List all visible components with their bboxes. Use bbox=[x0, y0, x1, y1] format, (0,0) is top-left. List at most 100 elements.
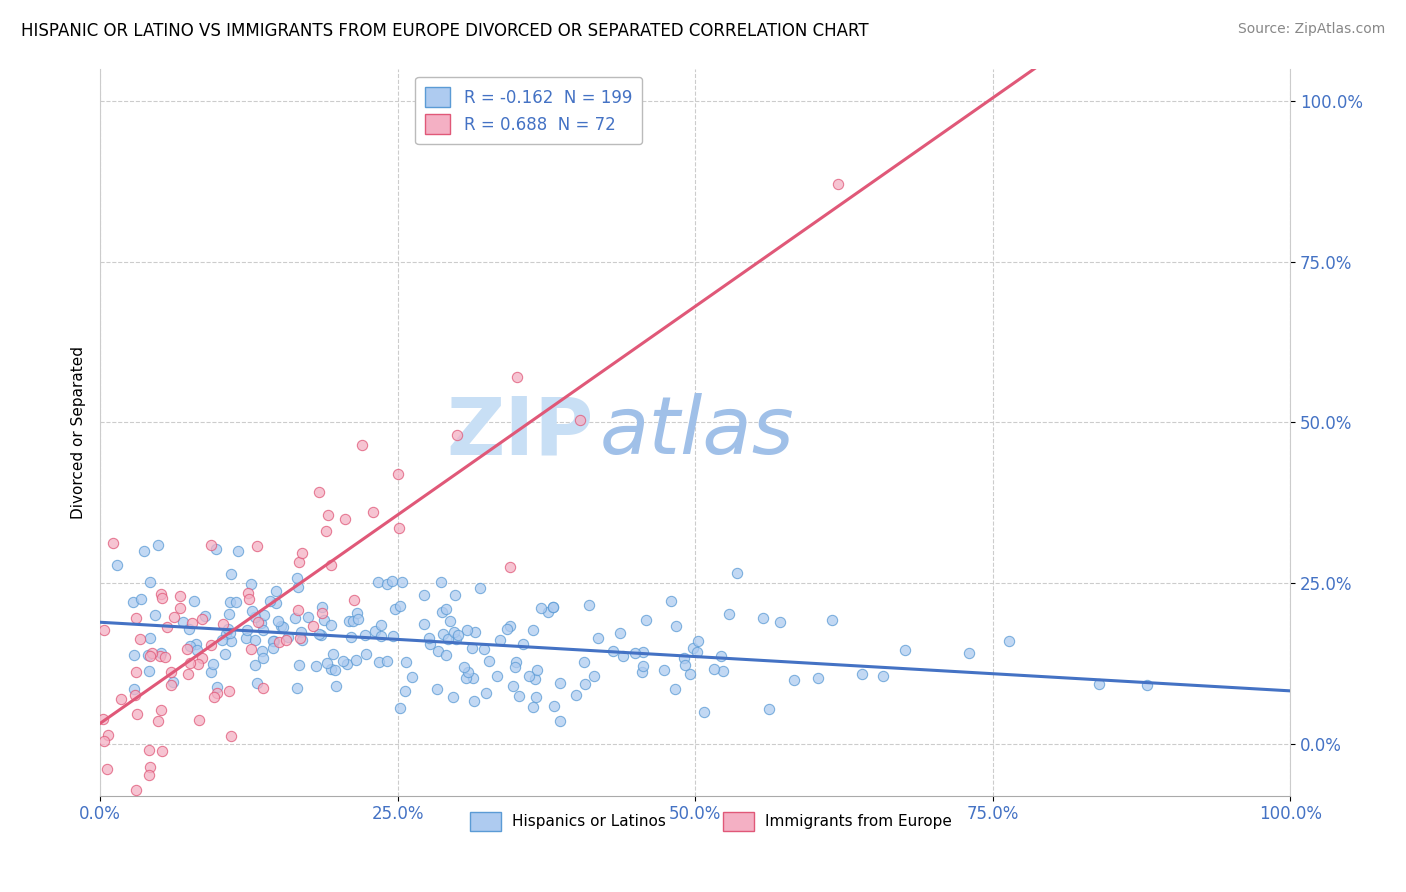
Point bbox=[287, 681, 309, 695]
Point bbox=[446, 428, 468, 442]
Point bbox=[225, 595, 247, 609]
Point bbox=[285, 571, 308, 585]
Point bbox=[97, 728, 120, 742]
Point bbox=[219, 729, 242, 743]
Point bbox=[219, 633, 242, 648]
Point bbox=[308, 484, 330, 499]
Point bbox=[441, 690, 464, 704]
Point bbox=[96, 762, 118, 776]
Point bbox=[782, 673, 804, 688]
Point bbox=[463, 693, 485, 707]
Point bbox=[519, 669, 541, 683]
Point bbox=[384, 602, 406, 616]
Point bbox=[631, 645, 654, 659]
Point bbox=[103, 536, 125, 550]
Point bbox=[391, 574, 413, 589]
Point bbox=[496, 622, 519, 636]
Point bbox=[264, 597, 287, 611]
Point bbox=[172, 615, 194, 630]
Point bbox=[673, 658, 696, 673]
Point bbox=[333, 512, 356, 526]
Point bbox=[274, 632, 297, 647]
Point bbox=[389, 599, 412, 613]
Point bbox=[122, 595, 145, 609]
Point bbox=[478, 654, 501, 668]
Point bbox=[287, 603, 309, 617]
Point bbox=[354, 647, 377, 661]
Point bbox=[138, 743, 160, 757]
Point bbox=[218, 607, 240, 621]
Point bbox=[316, 508, 339, 523]
Text: HISPANIC OR LATINO VS IMMIGRANTS FROM EUROPE DIVORCED OR SEPARATED CORRELATION C: HISPANIC OR LATINO VS IMMIGRANTS FROM EU… bbox=[21, 22, 869, 40]
Point bbox=[752, 611, 775, 625]
Point bbox=[418, 631, 440, 645]
Point bbox=[243, 657, 266, 672]
Point bbox=[758, 701, 780, 715]
Point bbox=[277, 630, 299, 644]
Point bbox=[187, 713, 209, 727]
Point bbox=[239, 577, 262, 591]
Point bbox=[217, 622, 239, 636]
Point bbox=[247, 615, 270, 629]
Point bbox=[287, 580, 309, 594]
Point bbox=[624, 646, 647, 660]
Point bbox=[664, 682, 686, 697]
Point bbox=[187, 657, 209, 671]
Point bbox=[464, 624, 486, 639]
Point bbox=[1136, 678, 1159, 692]
Point bbox=[129, 632, 152, 646]
Point bbox=[321, 662, 343, 676]
Point bbox=[177, 667, 200, 681]
Point bbox=[159, 665, 181, 680]
Point bbox=[444, 632, 467, 646]
Point bbox=[243, 633, 266, 648]
Point bbox=[443, 588, 465, 602]
Point bbox=[288, 658, 311, 673]
Point bbox=[136, 648, 159, 662]
Point bbox=[183, 594, 205, 608]
Point bbox=[194, 609, 217, 624]
Point bbox=[413, 588, 436, 602]
Point bbox=[291, 546, 314, 560]
Point bbox=[205, 686, 228, 700]
Point bbox=[250, 643, 273, 657]
Point bbox=[263, 634, 285, 648]
Point bbox=[204, 541, 226, 556]
Point bbox=[443, 624, 465, 639]
Point bbox=[574, 655, 596, 669]
Point bbox=[252, 624, 274, 638]
Point bbox=[543, 599, 565, 614]
Point bbox=[489, 632, 512, 647]
Point bbox=[602, 644, 624, 658]
Point bbox=[156, 620, 179, 634]
Point bbox=[262, 634, 284, 648]
Point bbox=[957, 646, 980, 660]
Point bbox=[311, 628, 333, 642]
Point bbox=[250, 616, 273, 631]
Point bbox=[169, 600, 191, 615]
Point bbox=[132, 543, 155, 558]
Point bbox=[226, 543, 249, 558]
Point bbox=[522, 700, 544, 714]
Legend: R = -0.162  N = 199, R = 0.688  N = 72: R = -0.162 N = 199, R = 0.688 N = 72 bbox=[415, 77, 643, 145]
Point bbox=[270, 619, 292, 633]
Point bbox=[218, 626, 240, 640]
Point bbox=[262, 640, 284, 655]
Point bbox=[93, 712, 115, 726]
Point bbox=[259, 594, 281, 608]
Point bbox=[200, 638, 222, 652]
Point bbox=[1087, 677, 1109, 691]
Point bbox=[472, 642, 495, 657]
Point bbox=[325, 680, 347, 694]
Point bbox=[512, 637, 534, 651]
Point bbox=[340, 630, 363, 644]
Point bbox=[297, 610, 319, 624]
Point bbox=[93, 624, 115, 638]
Point bbox=[679, 666, 702, 681]
Point bbox=[214, 647, 236, 661]
Point bbox=[565, 689, 588, 703]
Point bbox=[252, 651, 274, 665]
Point bbox=[367, 574, 389, 589]
Point bbox=[568, 413, 591, 427]
Point bbox=[456, 623, 478, 637]
